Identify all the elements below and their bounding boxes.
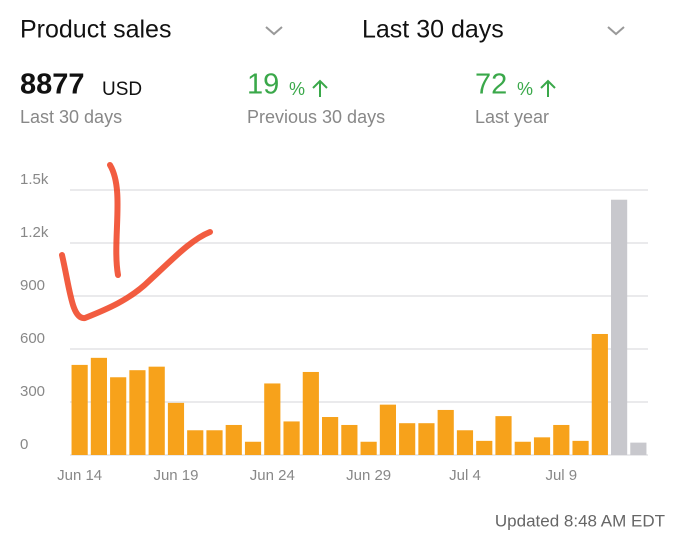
bar bbox=[360, 441, 377, 455]
bar bbox=[90, 357, 107, 455]
bar bbox=[437, 409, 454, 455]
bar bbox=[206, 430, 223, 455]
bar bbox=[514, 441, 531, 455]
bar bbox=[495, 416, 512, 455]
y-tick-label: 900 bbox=[20, 277, 45, 294]
period-select[interactable]: Last 30 days bbox=[362, 16, 504, 44]
stat-unit: % bbox=[289, 79, 305, 99]
bar bbox=[244, 441, 262, 455]
bar bbox=[591, 333, 608, 455]
stat-value: 19 bbox=[247, 69, 279, 101]
bar bbox=[418, 423, 435, 455]
y-tick-label: 1.2k bbox=[20, 224, 49, 241]
bar bbox=[302, 371, 319, 455]
x-tick-label: Jun 14 bbox=[57, 467, 102, 484]
bar bbox=[264, 383, 281, 455]
y-tick-label: 0 bbox=[20, 436, 28, 453]
stat-label: Previous 30 days bbox=[247, 107, 385, 127]
stat-label: Last year bbox=[475, 107, 549, 127]
hand-annotation bbox=[59, 162, 213, 321]
up-arrow bbox=[540, 79, 556, 97]
up-arrow bbox=[312, 79, 328, 97]
chevron[interactable] bbox=[607, 26, 625, 36]
bar bbox=[187, 430, 204, 455]
bar bbox=[379, 404, 396, 455]
bar bbox=[572, 440, 589, 455]
y-tick-label: 600 bbox=[20, 330, 45, 347]
bar bbox=[611, 199, 628, 455]
stat-label: Last 30 days bbox=[20, 107, 122, 127]
bar bbox=[341, 424, 358, 455]
bar bbox=[553, 424, 570, 455]
bar bbox=[283, 421, 300, 455]
bar bbox=[110, 377, 127, 455]
bar bbox=[533, 437, 551, 455]
stat-unit: USD bbox=[102, 79, 142, 100]
metric-select[interactable]: Product sales bbox=[20, 16, 171, 44]
stat-unit: % bbox=[517, 79, 533, 99]
stat-value: 8877 bbox=[20, 69, 85, 101]
bar bbox=[456, 430, 474, 455]
y-tick-label: 1.5k bbox=[20, 171, 49, 188]
x-tick-label: Jun 19 bbox=[153, 467, 198, 484]
chevron[interactable] bbox=[265, 26, 283, 36]
bar-chart: 0 300 600 900 1.2k 1.5k Jun 14 Jun 19 Jun 24 Jun … bbox=[20, 171, 648, 484]
bar bbox=[71, 364, 88, 455]
bar bbox=[167, 402, 185, 455]
x-tick-label: Jun 29 bbox=[346, 467, 391, 484]
x-tick-label: Jul 4 bbox=[449, 467, 481, 484]
stat-value: 72 bbox=[475, 69, 507, 101]
bar bbox=[129, 370, 146, 455]
updated-note: Updated 8:48 AM EDT bbox=[495, 511, 665, 530]
bar bbox=[322, 417, 339, 455]
bar bbox=[225, 424, 242, 455]
bar bbox=[399, 423, 416, 455]
bar bbox=[148, 366, 165, 455]
bar bbox=[630, 442, 647, 455]
x-tick-label: Jul 9 bbox=[545, 467, 577, 484]
y-tick-label: 300 bbox=[20, 383, 45, 400]
bar bbox=[476, 440, 493, 455]
x-tick-label: Jun 24 bbox=[250, 467, 295, 484]
